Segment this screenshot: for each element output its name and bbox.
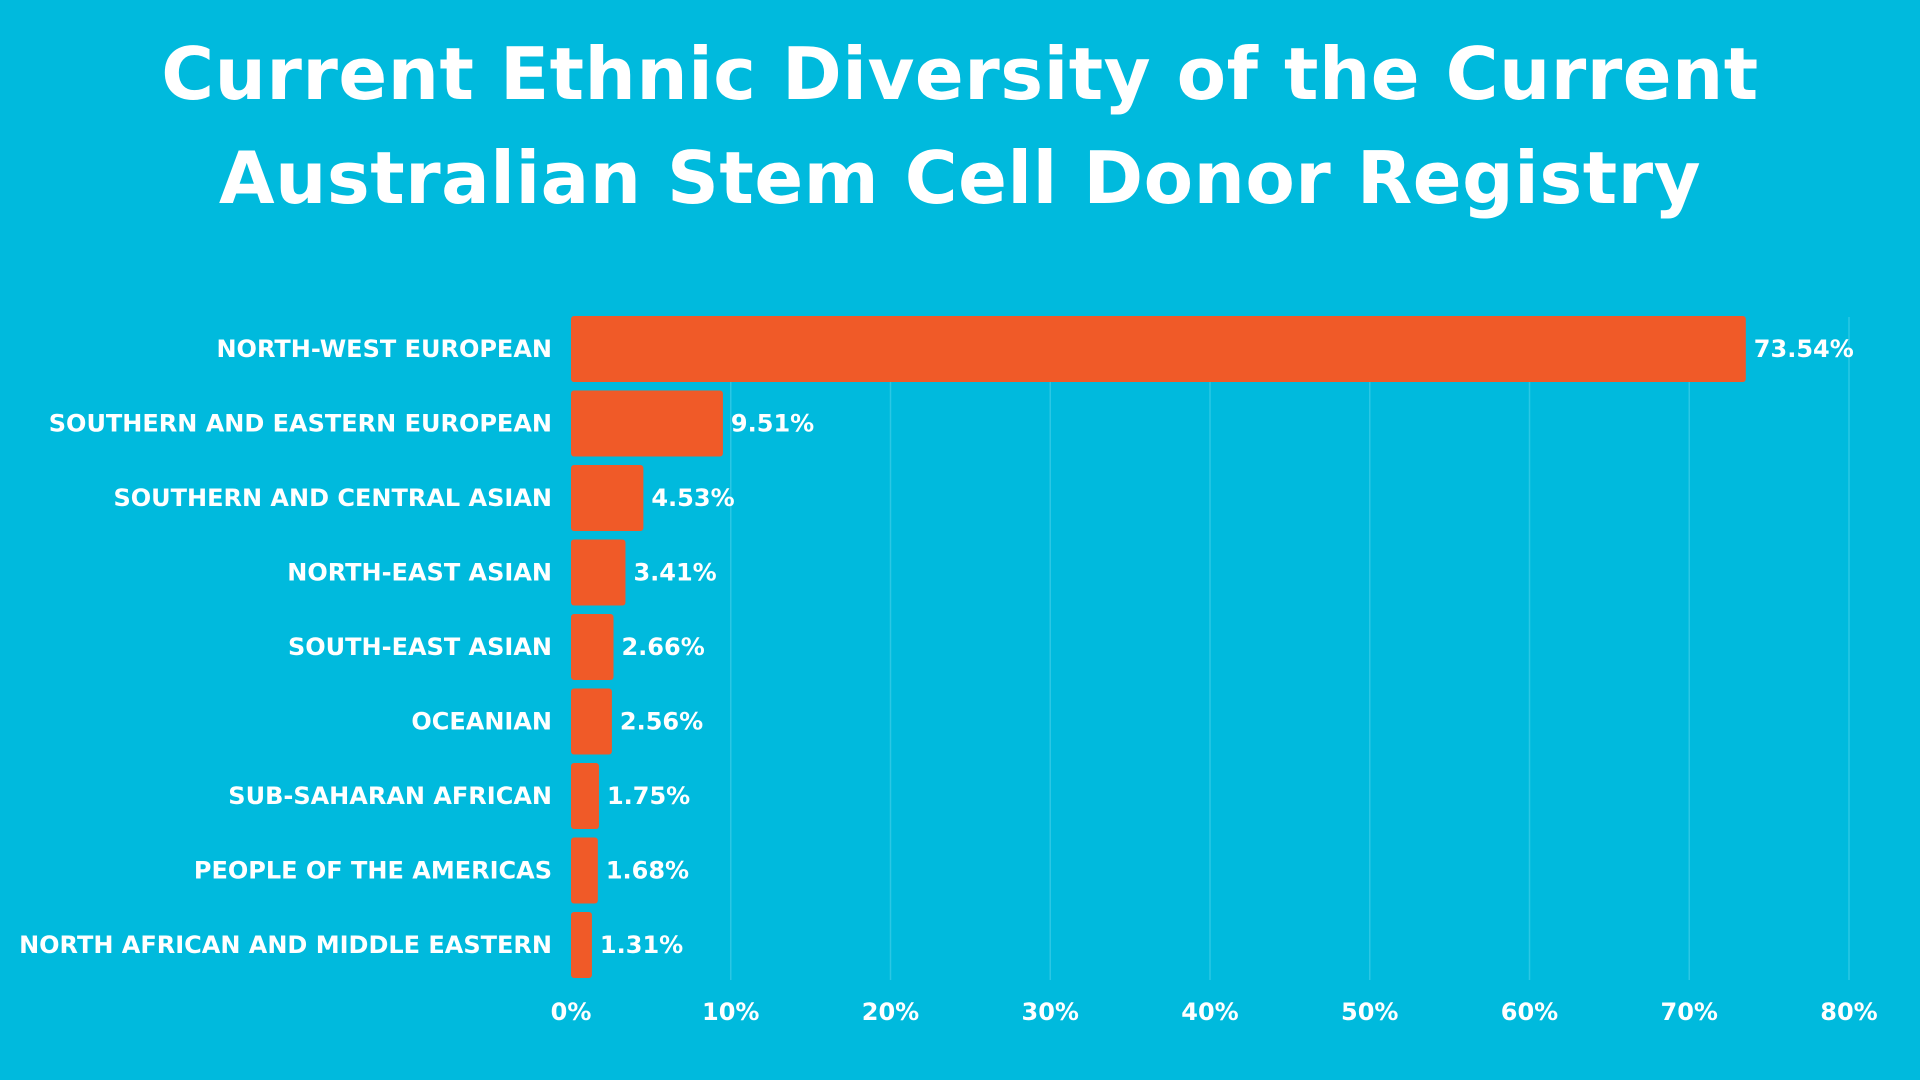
category-label: OCEANIAN bbox=[411, 708, 552, 736]
value-label: 4.53% bbox=[651, 484, 734, 512]
x-tick-label: 30% bbox=[1022, 998, 1079, 1026]
value-label: 3.41% bbox=[633, 559, 716, 587]
x-tick-label: 20% bbox=[862, 998, 919, 1026]
x-tick-label: 10% bbox=[702, 998, 759, 1026]
value-label: 1.68% bbox=[606, 857, 689, 885]
bar bbox=[571, 316, 1746, 382]
value-label: 1.31% bbox=[600, 931, 683, 959]
bar bbox=[571, 763, 599, 829]
value-label: 2.66% bbox=[621, 633, 704, 661]
category-label: SOUTHERN AND CENTRAL ASIAN bbox=[113, 484, 552, 512]
value-label: 73.54% bbox=[1754, 335, 1854, 363]
category-labels: NORTH-WEST EUROPEAN SOUTHERN AND EASTERN … bbox=[19, 335, 552, 959]
bar bbox=[571, 539, 626, 606]
category-label: NORTH-WEST EUROPEAN bbox=[216, 335, 552, 363]
bars bbox=[571, 316, 1746, 978]
bar bbox=[571, 688, 612, 755]
chart-title: Current Ethnic Diversity of the Current … bbox=[0, 22, 1920, 230]
category-label: SUB-SAHARAN AFRICAN bbox=[228, 782, 552, 810]
category-label: PEOPLE OF THE AMERICAS bbox=[194, 857, 552, 885]
category-label: SOUTH-EAST ASIAN bbox=[288, 633, 552, 661]
category-label: NORTH AFRICAN AND MIDDLE EASTERN bbox=[19, 931, 552, 959]
x-tick-label: 60% bbox=[1501, 998, 1558, 1026]
x-tick-label: 50% bbox=[1341, 998, 1398, 1026]
bar bbox=[571, 390, 723, 457]
x-tick-label: 80% bbox=[1820, 998, 1877, 1026]
x-tick-label: 40% bbox=[1181, 998, 1238, 1026]
bar bbox=[571, 837, 598, 904]
x-tick-label: 70% bbox=[1661, 998, 1718, 1026]
bar bbox=[571, 614, 614, 680]
bar bbox=[571, 912, 592, 978]
category-label: SOUTHERN AND EASTERN EUROPEAN bbox=[49, 410, 552, 438]
bar bbox=[571, 465, 644, 531]
chart-title-line-2: Australian Stem Cell Donor Registry bbox=[218, 136, 1702, 220]
value-labels: 73.54% 9.51% 4.53% 3.41% 2.66% 2.56% 1.75% 1.68… bbox=[600, 335, 1854, 959]
value-label: 1.75% bbox=[607, 782, 690, 810]
value-label: 2.56% bbox=[620, 708, 703, 736]
value-label: 9.51% bbox=[731, 410, 814, 438]
grid-lines bbox=[730, 317, 1850, 980]
x-tick-label: 0% bbox=[551, 998, 592, 1026]
x-axis-tick-labels: 0% 10% 20% 30% 40% 50% 60% 70% 80% bbox=[551, 998, 1878, 1026]
chart-title-line-1: Current Ethnic Diversity of the Current bbox=[161, 32, 1759, 116]
category-label: NORTH-EAST ASIAN bbox=[287, 559, 552, 587]
